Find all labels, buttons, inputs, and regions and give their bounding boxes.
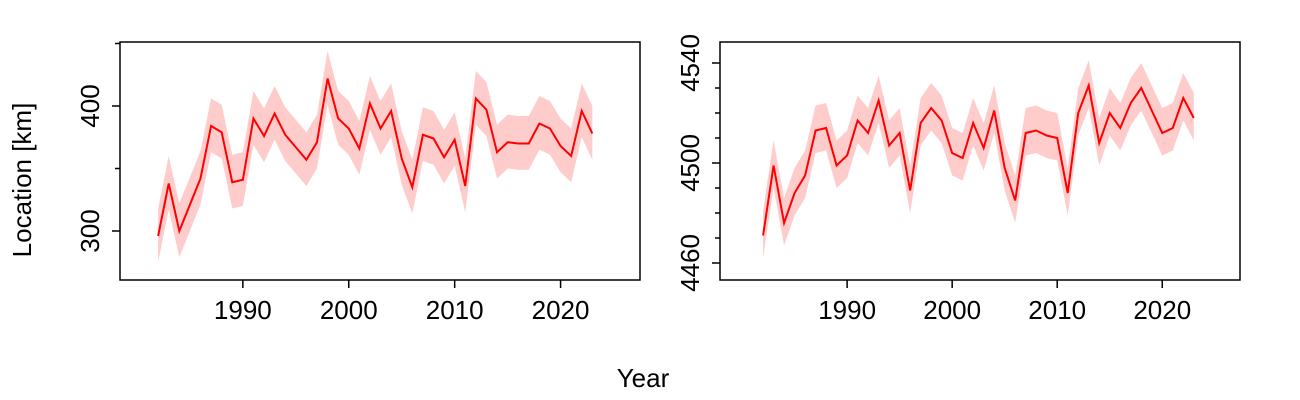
- y-tick-label: 4540: [675, 34, 705, 92]
- x-tick-label: 2010: [426, 295, 484, 325]
- y-tick-label: 4500: [675, 134, 705, 192]
- line: [762, 81, 1195, 236]
- x-tick-label: 2020: [1133, 295, 1191, 325]
- x-tick-label: 2020: [532, 295, 590, 325]
- plot-frame: [719, 41, 1241, 281]
- x-tick-label: 1990: [818, 295, 876, 325]
- confidence-band: [763, 60, 1194, 258]
- x-tick-label: 1990: [214, 295, 272, 325]
- x-tick-label: 2010: [1028, 295, 1086, 325]
- y-axis-label: Location [km]: [7, 103, 37, 258]
- y-tick-label: 4460: [675, 234, 705, 292]
- plot-frame: [119, 41, 641, 281]
- x-tick-label: 2000: [923, 295, 981, 325]
- line: [157, 78, 594, 237]
- confidence-band: [158, 51, 593, 263]
- y-tick-label: 400: [75, 84, 105, 127]
- x-tick-label: 2000: [320, 295, 378, 325]
- y-tick-label: 300: [75, 209, 105, 252]
- x-axis-label: Year: [617, 363, 670, 393]
